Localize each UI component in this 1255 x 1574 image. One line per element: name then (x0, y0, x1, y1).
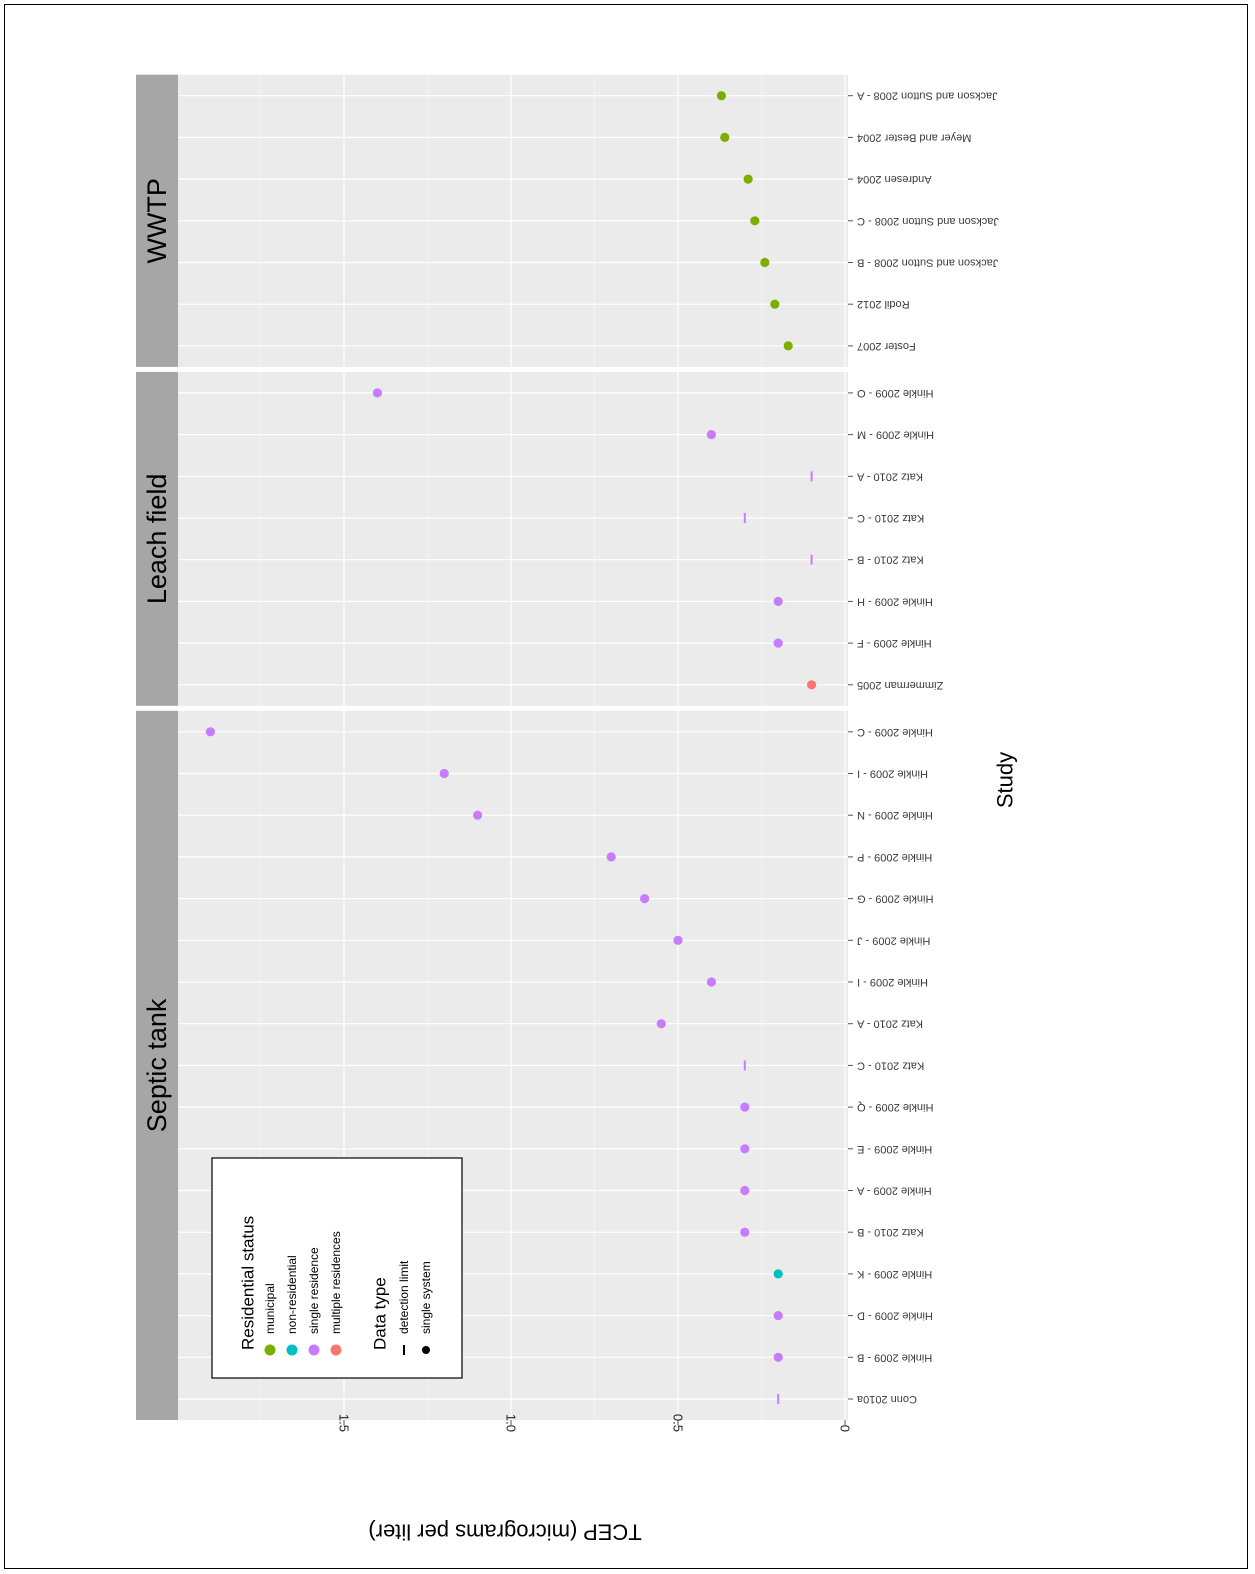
data-point (606, 852, 616, 862)
legend-label-non-residential: non-residential (285, 1255, 299, 1334)
study-tick-label: Hinkle 2009 - B (857, 1351, 932, 1363)
legend-swatch-municipal (264, 1344, 276, 1356)
study-tick-label: Hinkle 2009 - I (857, 768, 928, 780)
study-tick-label: Katz 2010 - B (857, 554, 924, 566)
value-tick-label: 1.0 (504, 1414, 519, 1432)
study-tick-label: Katz 2010 - A (856, 1018, 923, 1030)
panel-background (178, 371, 848, 706)
data-point (720, 132, 730, 142)
study-tick-label: Katz 2010 - C (857, 1059, 924, 1071)
study-tick-label: Hinkle 2009 - O (857, 387, 934, 399)
data-point (205, 727, 215, 737)
study-tick-label: Hinkle 2009 - A (856, 1185, 931, 1197)
data-point (640, 894, 650, 904)
study-tick-label: Hinkle 2009 - Q (857, 1101, 934, 1113)
data-point (372, 388, 382, 398)
data-point (770, 299, 780, 309)
data-point (760, 257, 770, 268)
data-point (716, 91, 727, 101)
data-point (473, 810, 483, 820)
data-point (740, 1227, 750, 1237)
data-point (750, 216, 760, 226)
legend-title-datatype: Data type (371, 1277, 390, 1350)
study-tick-label: Hinkle 2009 - E (857, 1143, 932, 1155)
value-tick-label: 0.5 (671, 1414, 686, 1432)
study-tick-label: Hinkle 2009 - C (857, 726, 933, 738)
data-point (773, 638, 783, 648)
legend-box (211, 1157, 463, 1379)
study-tick-label: Zimmerman 2005 (857, 679, 943, 691)
data-point (740, 1102, 750, 1112)
study-tick-label: Hinkle 2009 - F (857, 637, 932, 649)
legend-title-residential: Residential status (239, 1216, 258, 1350)
legend-label-single-system: single system (419, 1261, 433, 1334)
data-point (439, 768, 449, 779)
study-tick-label: Conn 2010a (856, 1393, 917, 1405)
study-tick-label: Katz 2010 - A (856, 470, 923, 482)
data-point (773, 596, 783, 607)
panel-wwtp: WWTP Foster 2007 Rodil 2012 Jackson and Sut… (136, 74, 999, 367)
data-point (656, 1019, 666, 1029)
study-tick-label: Andresen 2004 (857, 173, 932, 185)
data-point (783, 341, 793, 351)
facet-strip (136, 74, 178, 367)
legend-label-single-residence: single residence (307, 1247, 321, 1334)
study-tick-label: Jackson and Sutton 2008 - B (857, 257, 998, 269)
study-tick-label: Hinkle 2009 - I (857, 976, 928, 988)
study-tick-label: Hinkle 2009 - G (857, 893, 933, 905)
figure-frame (4, 4, 1248, 1569)
legend-label-detection-limit: detection limit (397, 1260, 411, 1334)
legend: Residential status municipal non-residenti… (211, 1157, 463, 1379)
study-tick-label: Katz 2010 - C (857, 512, 924, 524)
data-point (773, 1269, 783, 1279)
facet-strip (136, 371, 178, 706)
study-tick-label: Hinkle 2009 - P (857, 851, 932, 863)
legend-swatch-multiple-residences (330, 1344, 342, 1356)
study-tick-label: Meyer and Bester 2004 (857, 131, 971, 143)
data-point (706, 430, 717, 440)
panel-leach-field: Leach field Zimmerman 2005 Hinkle 2009 - F… (136, 371, 943, 706)
value-tick-label: 1.5 (337, 1414, 352, 1432)
study-tick-label: Hinkle 2009 - H (857, 595, 933, 607)
facet-title: Septic tank (142, 998, 172, 1132)
study-tick-label: Katz 2010 - B (857, 1226, 924, 1238)
study-tick-label: Hinkle 2009 - D (857, 1310, 933, 1322)
data-point (740, 1185, 750, 1196)
data-point (743, 174, 753, 184)
study-tick-label: Jackson and Sutton 2008 - C (857, 215, 999, 227)
study-axis-title: Study (993, 752, 1018, 808)
study-tick-label: Hinkle 2009 - J (857, 934, 930, 946)
data-point (740, 1144, 750, 1154)
study-tick-label: Hinkle 2009 - N (857, 809, 933, 821)
study-tick-label: Jackson and Sutton 2008 - A (856, 90, 997, 102)
legend-swatch-single-residence (308, 1344, 320, 1356)
value-tick-label: 0 (838, 1425, 853, 1432)
legend-label-municipal: municipal (263, 1283, 277, 1334)
data-point (706, 977, 717, 987)
study-tick-label: Hinkle 2009 - K (856, 1268, 932, 1280)
legend-swatch-non-residential (286, 1344, 298, 1356)
facet-title: WWTP (142, 178, 172, 263)
facet-title: Leach field (142, 474, 172, 605)
data-point (673, 935, 683, 945)
facet-strip (136, 710, 178, 1420)
data-point (807, 680, 817, 690)
study-tick-label: Foster 2007 (857, 340, 916, 352)
study-tick-label: Hinkle 2009 - M (857, 429, 934, 441)
value-axis-title: TCEP (micrograms per liter) (368, 1520, 641, 1545)
legend-swatch-single-system (422, 1346, 430, 1354)
legend-label-multiple-residences: multiple residences (329, 1231, 343, 1334)
study-tick-label: Rodil 2012 (857, 298, 910, 310)
data-point (773, 1311, 783, 1321)
data-point (773, 1352, 783, 1362)
